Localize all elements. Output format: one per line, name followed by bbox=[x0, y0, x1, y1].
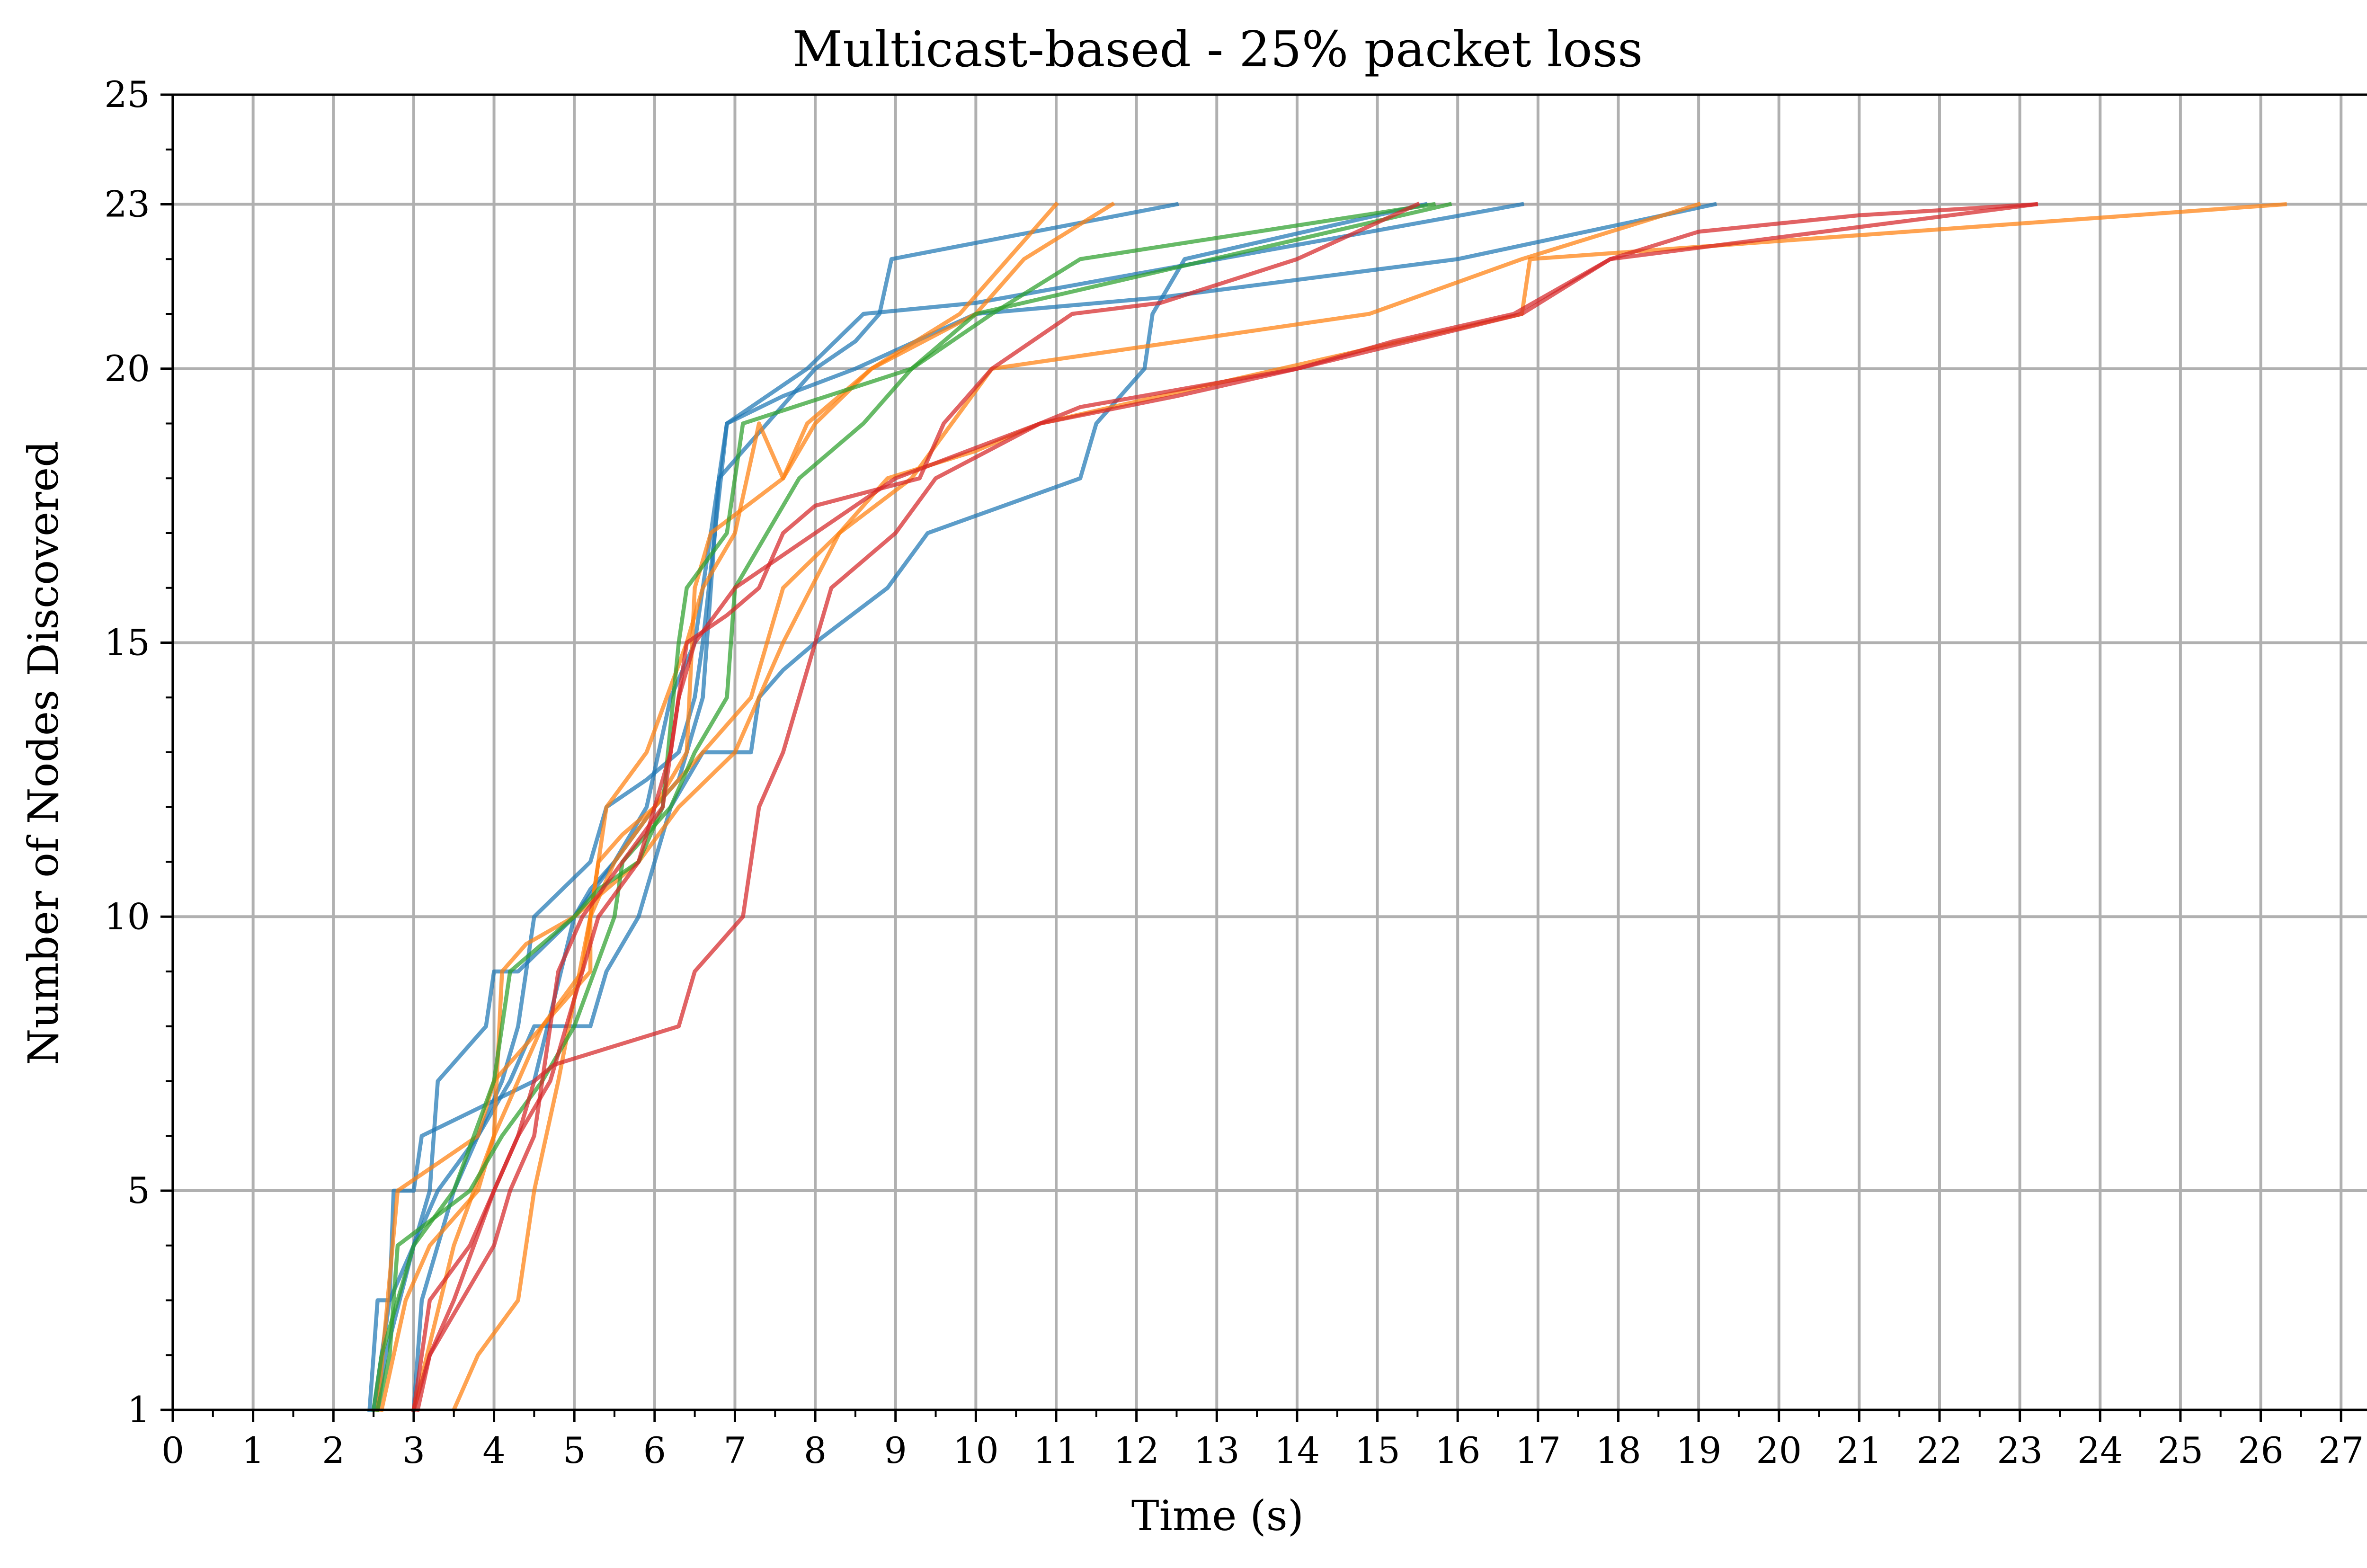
y-tick-label: 10 bbox=[104, 895, 150, 937]
x-axis-label: Time (s) bbox=[1131, 1491, 1304, 1540]
x-tick-label: 20 bbox=[1756, 1429, 1802, 1471]
y-tick-label: 23 bbox=[104, 183, 150, 225]
grid-layer bbox=[171, 95, 2367, 1410]
y-tick-label: 20 bbox=[104, 347, 150, 390]
x-tick-label: 13 bbox=[1194, 1429, 1240, 1471]
x-tick-label: 24 bbox=[2077, 1429, 2123, 1471]
series-line-3 bbox=[375, 202, 1524, 1412]
x-tick-label: 18 bbox=[1595, 1429, 1641, 1471]
x-tick-label: 21 bbox=[1836, 1429, 1882, 1471]
y-axis-label: Number of Nodes Discovered bbox=[19, 440, 68, 1065]
x-tick-label: 0 bbox=[161, 1429, 184, 1471]
y-tick-label: 15 bbox=[104, 622, 150, 664]
x-tick-label: 22 bbox=[1917, 1429, 1963, 1471]
x-tick-label: 12 bbox=[1113, 1429, 1159, 1471]
tick-layer: 0 1 2 3 4 5 6 7 8 9 10 11 12 13 14 15 16 17 18 19 20 21 22 23 24… bbox=[104, 73, 2364, 1471]
series-line-4 bbox=[411, 202, 1428, 1412]
chart-title: Multicast-based - 25% packet loss bbox=[792, 20, 1643, 78]
x-tick-label: 26 bbox=[2238, 1429, 2284, 1471]
x-tick-label: 4 bbox=[482, 1429, 505, 1471]
series-line-11 bbox=[411, 201, 1421, 1412]
x-tick-label: 3 bbox=[402, 1429, 425, 1471]
x-tick-label: 23 bbox=[1997, 1429, 2043, 1471]
x-tick-label: 2 bbox=[322, 1429, 345, 1471]
x-tick-label: 5 bbox=[563, 1429, 586, 1471]
x-tick-label: 9 bbox=[884, 1429, 907, 1471]
x-tick-label: 8 bbox=[804, 1429, 827, 1471]
x-tick-label: 1 bbox=[241, 1429, 264, 1471]
x-tick-label: 25 bbox=[2158, 1429, 2204, 1471]
series-line-6 bbox=[451, 201, 1059, 1413]
x-tick-label: 10 bbox=[953, 1429, 999, 1471]
x-tick-label: 27 bbox=[2318, 1429, 2364, 1471]
x-tick-label: 11 bbox=[1033, 1429, 1079, 1471]
x-tick-label: 15 bbox=[1354, 1429, 1400, 1471]
x-tick-label: 6 bbox=[643, 1429, 666, 1471]
series-line-13 bbox=[411, 202, 2038, 1413]
series-line-9 bbox=[375, 202, 1452, 1413]
series-line-12 bbox=[415, 202, 2038, 1413]
x-tick-label: 17 bbox=[1515, 1429, 1561, 1471]
y-tick-label: 1 bbox=[127, 1389, 150, 1431]
series-layer bbox=[367, 201, 2287, 1413]
y-tick-label: 5 bbox=[127, 1169, 150, 1212]
x-tick-label: 19 bbox=[1676, 1429, 1722, 1471]
x-tick-label: 14 bbox=[1274, 1429, 1320, 1471]
y-tick-label: 25 bbox=[104, 73, 150, 116]
x-tick-label: 7 bbox=[723, 1429, 746, 1471]
x-tick-label: 16 bbox=[1435, 1429, 1481, 1471]
